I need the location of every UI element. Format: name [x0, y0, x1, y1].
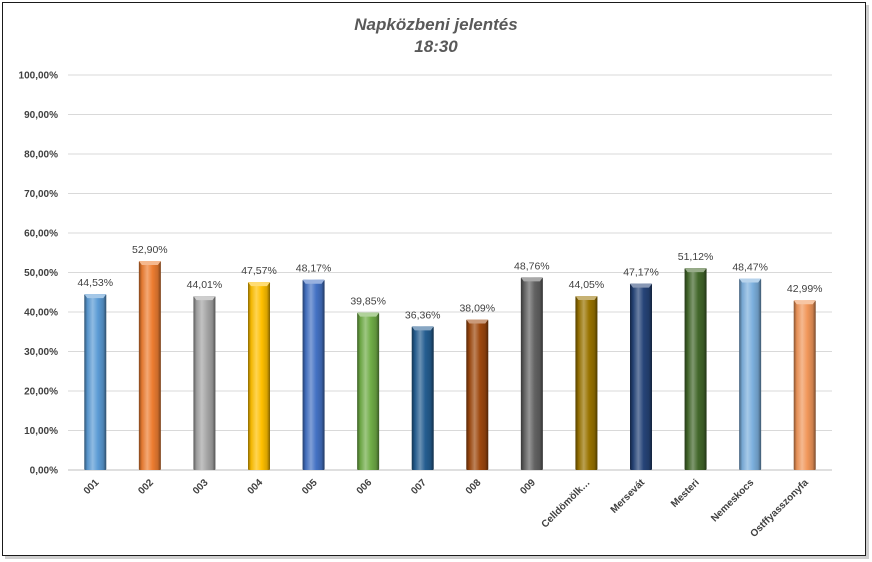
bar-cap — [411, 326, 434, 331]
y-tick-label: 30,00% — [24, 347, 58, 358]
bar-cap — [684, 268, 707, 273]
data-label: 42,99% — [787, 283, 823, 295]
bar — [193, 296, 216, 470]
y-tick-label: 100,00% — [19, 71, 59, 82]
bar-cap — [84, 294, 107, 299]
y-tick-label: 60,00% — [24, 229, 58, 240]
chart-subtitle: 18:30 — [414, 37, 458, 56]
y-tick-label: 40,00% — [24, 308, 58, 319]
data-label: 44,53% — [77, 277, 113, 289]
bar — [411, 326, 434, 470]
bar-cap — [520, 277, 543, 282]
y-axis: 0,00% 10,00% 20,00% 30,00% 40,00% 50,00% 60,00… — [19, 71, 59, 477]
bar-cap — [466, 319, 489, 324]
x-tick-label: Nemeskocs — [709, 477, 756, 524]
gridlines — [68, 74, 832, 471]
bar-cap — [575, 296, 598, 301]
bar-cap — [193, 296, 216, 301]
x-tick-label: 009 — [518, 477, 538, 497]
bar — [630, 283, 652, 470]
y-tick-label: 0,00% — [30, 466, 58, 477]
bar — [466, 319, 489, 470]
bar — [575, 296, 598, 470]
bar — [520, 277, 543, 470]
y-tick-label: 50,00% — [24, 268, 58, 279]
x-tick-label: 006 — [355, 477, 375, 497]
y-tick-label: 80,00% — [24, 150, 58, 161]
x-tick-label: 007 — [409, 477, 429, 497]
bar — [302, 279, 325, 470]
y-tick-label: 10,00% — [24, 426, 58, 437]
bar-cap — [248, 282, 270, 287]
x-tick-label: 004 — [246, 477, 266, 497]
data-label: 39,85% — [350, 296, 386, 308]
bar-cap — [793, 300, 816, 305]
bar-cap — [739, 278, 762, 283]
x-tick-label: Celldömölk… — [540, 477, 593, 530]
x-tick-label: Ostffyasszonyfa — [748, 477, 811, 540]
bar-cap — [357, 312, 380, 317]
x-tick-label: 001 — [82, 477, 102, 497]
data-label: 47,57% — [241, 265, 277, 277]
bar-cap — [138, 261, 161, 266]
bar-cap — [630, 283, 652, 288]
bar — [793, 300, 816, 470]
data-label: 48,17% — [296, 263, 332, 275]
chart-title: Napközbeni jelentés — [354, 15, 517, 34]
x-tick-label: 005 — [300, 477, 320, 497]
bar — [138, 261, 161, 470]
data-label: 36,36% — [405, 309, 441, 321]
x-tick-label: Mesteri — [669, 477, 702, 510]
y-tick-label: 20,00% — [24, 387, 58, 398]
y-tick-label: 90,00% — [24, 110, 58, 121]
data-label: 44,01% — [187, 279, 223, 291]
bar — [357, 312, 380, 470]
bar — [84, 294, 107, 470]
x-tick-label: 002 — [136, 477, 156, 497]
bar-cap — [302, 279, 325, 284]
data-label: 48,47% — [732, 262, 768, 274]
bar — [248, 282, 270, 470]
x-tick-label: 008 — [464, 477, 484, 497]
data-label: 38,09% — [459, 303, 495, 315]
data-label: 52,90% — [132, 244, 168, 256]
bars: 44,53% 52,90% 44,01% 47,57% 48,17% 39,85% 36,3… — [77, 244, 823, 470]
data-label: 47,17% — [623, 267, 659, 279]
bar — [684, 268, 707, 470]
y-tick-label: 70,00% — [24, 189, 58, 200]
data-label: 48,76% — [514, 260, 550, 272]
data-label: 44,05% — [569, 279, 605, 291]
x-tick-label: 003 — [191, 477, 211, 497]
x-tick-label: Mersevát — [609, 477, 648, 516]
data-label: 51,12% — [678, 251, 714, 263]
x-axis: 001 002 003 004 005 006 007 008 009 Celldömölk… Me… — [82, 477, 811, 540]
bar — [739, 278, 762, 470]
